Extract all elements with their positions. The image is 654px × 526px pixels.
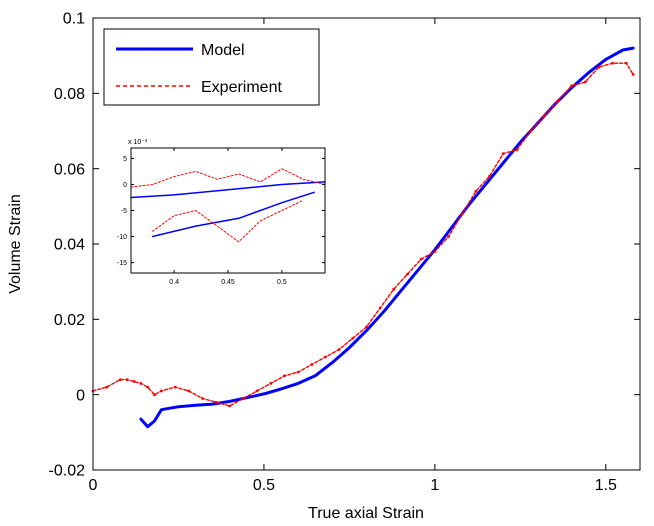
inset-y-tick-label: 5 <box>123 156 127 163</box>
main-y-tick-label: -0.02 <box>49 463 86 480</box>
inset-series-2-line <box>151 191 315 238</box>
main-series-2-point <box>570 84 573 88</box>
main-series-2-point <box>597 65 601 69</box>
main-series-2-point <box>310 363 314 366</box>
main-series-2-point <box>125 378 129 381</box>
inset-series-layer <box>130 168 326 243</box>
legend-experiment-label: Experiment <box>201 79 282 96</box>
inset-y-tick-label: 0 <box>123 182 127 189</box>
inset-plot-area <box>131 148 325 273</box>
legend-box <box>103 28 320 106</box>
legend-model-label: Model <box>201 42 245 59</box>
inset-x-tick-label: 0.5 <box>277 279 287 286</box>
main-y-tick-label: 0.08 <box>54 86 85 103</box>
inset-y-tick-label: -5 <box>121 208 127 215</box>
main-series-2-point <box>624 61 628 65</box>
main-series-2-point <box>201 397 204 400</box>
inset-series-1-line <box>130 181 326 199</box>
inset-y-tick-label: -10 <box>117 234 127 241</box>
main-series-2-point <box>283 374 286 378</box>
main-series-2-point <box>378 306 382 310</box>
main-series-layer <box>91 46 635 429</box>
main-series-2-point <box>160 389 163 393</box>
main-series-2-point <box>460 212 464 216</box>
main-series-2-point <box>447 235 450 238</box>
main-series-2-point <box>392 287 396 291</box>
inset-multiplier-label: x 10⁻³ <box>128 139 148 146</box>
main-x-tick-label: 1 <box>430 477 439 494</box>
inset-y-tick-label: -15 <box>117 260 127 267</box>
main-series-2-point <box>556 99 560 103</box>
main-series-2-point <box>501 152 505 156</box>
inset-series-3-line <box>130 168 326 188</box>
main-series-2-point <box>529 129 532 133</box>
main-series-2-point <box>296 370 300 374</box>
inset-x-tick-label: 0.4 <box>169 279 179 286</box>
main-series-2-point <box>433 250 437 253</box>
main-x-tick-label: 0 <box>89 477 98 494</box>
main-series-2-point <box>542 114 546 118</box>
main-series-2-point <box>611 61 614 65</box>
main-x-tick-label: 0.5 <box>253 477 275 494</box>
main-y-tick-label: 0 <box>76 387 85 404</box>
main-series-2-point <box>132 380 136 383</box>
y-axis-label: Volume Strain <box>7 194 24 294</box>
x-axis-label: True axial Strain <box>308 505 424 522</box>
main-x-tick-label: 1.5 <box>595 477 617 494</box>
main-series-2-point <box>515 148 519 152</box>
main-series-2-point <box>242 397 245 400</box>
main-series-2-point <box>187 389 191 393</box>
main-series-2-point <box>631 73 635 76</box>
main-series-2-point <box>255 389 259 393</box>
main-series-2-point <box>214 400 218 404</box>
legend: Model Experiment <box>103 28 320 106</box>
main-series-2-point <box>269 382 273 385</box>
inset-x-tick-label: 0.45 <box>221 279 235 286</box>
inset-ticks-layer: 0.4 0.45 0.5 5 0 -5 -10 -15 <box>117 148 325 286</box>
main-y-tick-label: 0.06 <box>54 161 85 178</box>
main-series-2-point <box>365 325 368 329</box>
main-series-2-point <box>351 336 355 340</box>
main-series-2-point <box>583 80 587 84</box>
main-y-tick-label: 0.1 <box>63 11 85 28</box>
main-series-2-point <box>228 404 232 408</box>
main-series-2-point <box>488 174 491 178</box>
main-series-2-point <box>474 189 478 193</box>
main-series-2-point <box>139 382 143 385</box>
main-series-2-point <box>406 272 409 276</box>
main-series-2-point <box>419 257 423 261</box>
main-series-2-point <box>153 393 156 397</box>
main-y-tick-label: 0.04 <box>54 237 85 254</box>
inset-series-4-line <box>152 199 304 243</box>
main-series-2-point <box>118 378 122 381</box>
main-series-2-point <box>105 385 109 389</box>
main-series-2-point <box>324 355 327 359</box>
main-y-tick-label: 0.02 <box>54 312 85 329</box>
main-series-2-point <box>173 385 177 389</box>
main-series-2-point <box>146 385 150 389</box>
main-series-2-point <box>337 348 341 351</box>
